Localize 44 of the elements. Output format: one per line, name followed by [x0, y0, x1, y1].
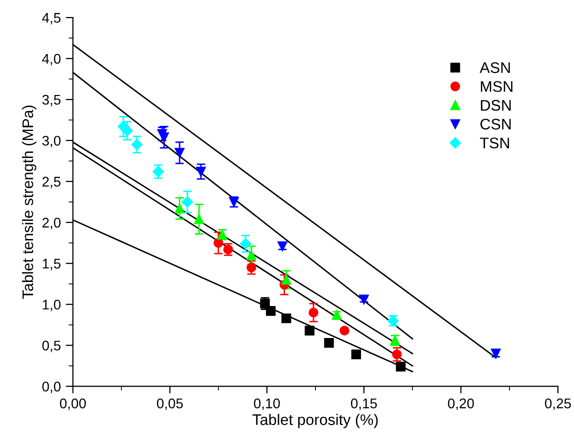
point	[281, 313, 292, 324]
x-tick-label: 0,15	[350, 398, 377, 410]
y-tick-label: 0,5	[42, 340, 61, 352]
y-axis-title: Tablet tensile strength (MPa)	[22, 106, 36, 299]
y-tick-label: 3,0	[42, 136, 61, 148]
x-tick-label: 0,10	[254, 398, 280, 410]
point	[194, 214, 204, 224]
point	[159, 132, 169, 142]
x-axis-title: Tablet porosity (%)	[252, 414, 378, 428]
y-tick-label: 1,5	[42, 258, 61, 270]
legend-label: MSN	[480, 81, 512, 92]
y-tick-label: 4,5	[42, 13, 61, 24]
x-tick-label: 0,25	[544, 398, 571, 410]
x-tick-label: 0,05	[156, 398, 183, 410]
y-tick-label: 2,0	[42, 218, 61, 230]
y-tick-label: 4,0	[42, 54, 61, 66]
point	[174, 148, 184, 158]
point	[396, 362, 406, 372]
x-tick-label: 0,20	[448, 398, 474, 410]
legend-label: CSN	[480, 118, 511, 130]
point	[392, 350, 402, 360]
y-tick-label: 1,0	[42, 300, 61, 312]
point	[340, 326, 350, 336]
point	[246, 262, 256, 272]
point	[304, 326, 314, 336]
point	[131, 138, 143, 150]
point	[324, 338, 334, 348]
x-tick-label: 0,00	[60, 398, 86, 410]
point	[182, 196, 193, 208]
point	[308, 308, 318, 318]
point	[281, 274, 292, 285]
point	[246, 250, 256, 260]
y-tick-label: 2,5	[42, 176, 61, 188]
legend-label: TSN	[480, 138, 509, 148]
legend-label: ASN	[480, 62, 510, 74]
legend-label: DSN	[480, 100, 511, 111]
point	[122, 125, 133, 136]
point	[174, 204, 184, 214]
point	[196, 166, 206, 176]
point	[240, 238, 252, 250]
point	[214, 238, 224, 248]
point	[351, 350, 362, 360]
y-tick-label: 0,0	[42, 382, 61, 394]
y-tick-label: 3,5	[42, 94, 61, 106]
